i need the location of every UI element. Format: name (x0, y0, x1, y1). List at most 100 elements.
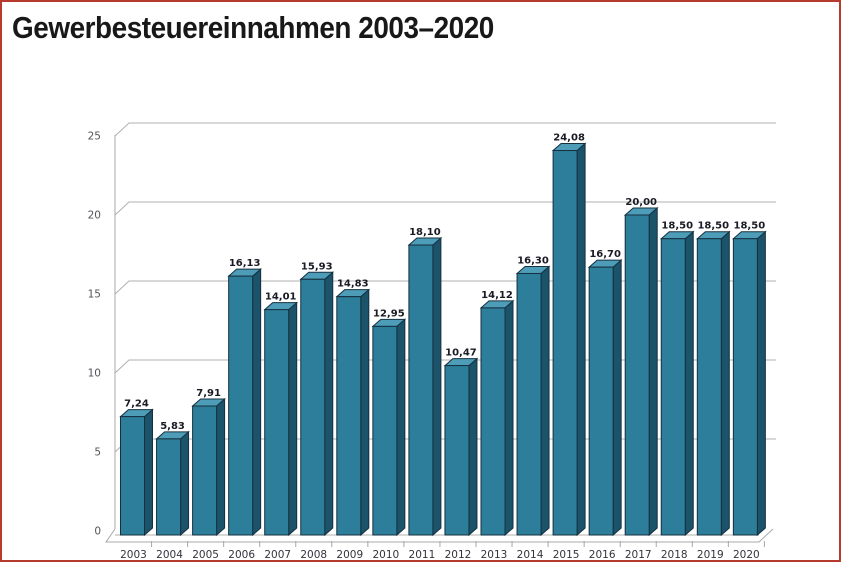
bar-2010: 12,95 (371, 308, 407, 537)
floor-front-edge (105, 528, 774, 543)
chart-title: Gewerbesteuereinnahmen 2003–2020 (12, 10, 494, 45)
year-label: 2011 (409, 549, 436, 561)
bar-front-face (696, 238, 722, 536)
value-label: 14,12 (481, 290, 513, 301)
y-tick-label: 20 (88, 210, 101, 222)
bar-2008: 15,93 (299, 261, 335, 537)
bar-side-face (720, 230, 730, 537)
year-label: 2008 (300, 549, 327, 561)
value-label: 18,10 (409, 227, 441, 238)
bar-2003: 7,24 (119, 399, 154, 537)
bar-2005: 7,91 (191, 388, 226, 537)
bar-front-face (336, 296, 362, 536)
bar-2009: 14,83 (335, 279, 371, 537)
bar-2006: 16,13 (227, 258, 262, 537)
y-tick-label: 0 (94, 526, 101, 538)
y-tick-label: 10 (88, 368, 101, 380)
value-label: 14,01 (265, 292, 297, 303)
bars: 7,24 5,83 7,91 16,13 14,01 15,93 14,83 12,95 18,… (119, 133, 767, 537)
bar-side-face (576, 142, 586, 537)
value-label: 18,50 (697, 221, 729, 232)
bar-front-face (192, 405, 218, 536)
year-label: 2012 (445, 549, 472, 561)
bar-side-face (756, 230, 766, 537)
bar-side-face (432, 236, 442, 537)
bar-2017: 20,00 (623, 197, 659, 537)
bar-front-face (624, 214, 650, 536)
year-label: 2020 (733, 549, 760, 561)
value-label: 18,50 (734, 221, 766, 232)
bar-side-face (540, 265, 550, 537)
y-tick-label: 5 (94, 447, 101, 459)
bar-front-face (264, 309, 290, 536)
bar-front-face (552, 150, 578, 536)
y-axis-labels: 0 5 10 15 20 25 (88, 131, 101, 538)
value-label: 18,50 (661, 221, 693, 232)
year-label: 2013 (481, 549, 508, 561)
bar-side-face (360, 288, 370, 537)
bar-front-face (444, 365, 470, 536)
bar-front-face (660, 238, 686, 536)
bar-front-face (408, 244, 434, 536)
value-label: 10,47 (445, 348, 477, 359)
value-label: 7,91 (196, 388, 221, 399)
bar-side-face (504, 299, 514, 537)
bar-side-face (288, 301, 298, 537)
bar-side-face (252, 268, 262, 537)
bar-2015: 24,08 (551, 133, 587, 537)
bar-2019: 18,50 (695, 221, 731, 537)
bar-2016: 16,70 (587, 249, 623, 537)
year-label: 2007 (264, 549, 291, 561)
bar-front-face (480, 307, 506, 536)
bar-side-face (324, 271, 334, 537)
bar-front-face (516, 272, 542, 536)
bar-front-face (156, 438, 182, 536)
value-label: 16,13 (229, 258, 261, 269)
bar-side-face (684, 230, 694, 537)
bar-2011: 18,10 (407, 227, 443, 537)
bar-front-face (228, 275, 254, 536)
bar-front-face (300, 278, 326, 536)
bar-front-face (588, 266, 614, 536)
gridline (114, 122, 776, 137)
bar-side-face (144, 408, 153, 537)
value-label: 20,00 (625, 197, 657, 208)
x-axis-labels: 2003 2004 2005 2006 2007 2008 2009 2010 2011 2012… (120, 549, 760, 561)
year-label: 2003 (120, 549, 147, 561)
year-label: 2017 (625, 549, 652, 561)
bar-2018: 18,50 (659, 221, 695, 537)
bar-side-face (648, 206, 658, 537)
value-label: 12,95 (373, 308, 405, 319)
y-tick-label: 15 (88, 289, 101, 301)
year-label: 2018 (661, 549, 688, 561)
bar-2012: 10,47 (443, 348, 479, 537)
bar-front-face (120, 416, 145, 536)
year-label: 2004 (156, 549, 183, 561)
value-label: 24,08 (553, 133, 585, 144)
year-label: 2009 (336, 549, 363, 561)
y-tick-label: 25 (88, 131, 101, 143)
year-label: 2014 (517, 549, 544, 561)
year-label: 2019 (697, 549, 724, 561)
bar-side-face (396, 318, 406, 537)
year-label: 2010 (372, 549, 399, 561)
value-label: 15,93 (301, 261, 333, 272)
value-label: 5,83 (160, 421, 185, 432)
bar-front-face (372, 325, 398, 536)
bar-side-face (216, 397, 226, 537)
value-label: 14,83 (337, 279, 369, 290)
x-axis-ticks (151, 541, 765, 547)
bar-front-face (732, 238, 758, 536)
bar-2013: 14,12 (479, 290, 515, 537)
value-label: 16,30 (517, 255, 549, 266)
year-label: 2006 (228, 549, 255, 561)
year-label: 2016 (589, 549, 616, 561)
bar-side-face (612, 259, 622, 537)
bar-2014: 16,30 (515, 255, 551, 537)
value-label: 7,24 (124, 399, 149, 410)
bar-2007: 14,01 (263, 292, 299, 537)
year-label: 2005 (192, 549, 219, 561)
bar-2020: 18,50 (732, 221, 767, 537)
